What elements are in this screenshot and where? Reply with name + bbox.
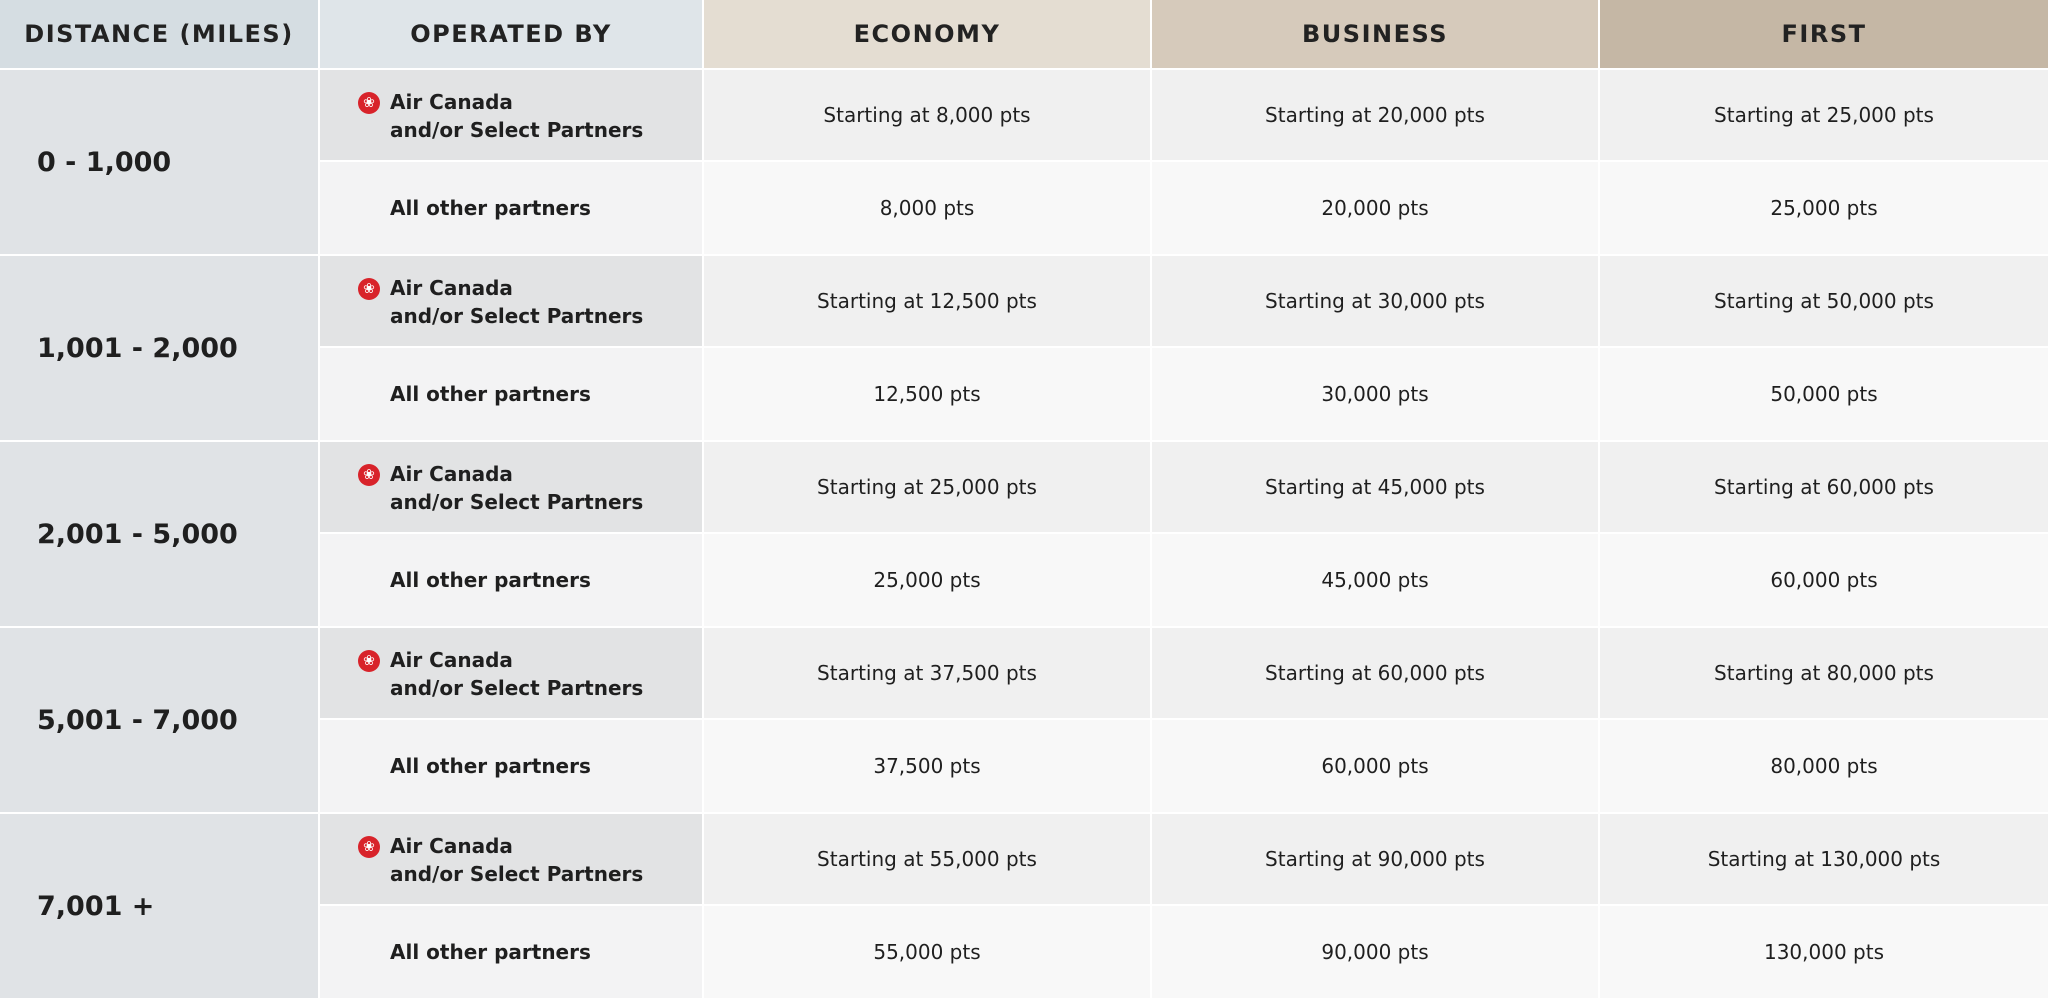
first-price-other: 25,000 pts: [1600, 162, 2048, 254]
air-canada-label: Air Canada and/or Select Partners: [390, 274, 643, 330]
economy-price-other: 25,000 pts: [704, 534, 1150, 626]
distance-cell: 7,001 +: [0, 814, 318, 998]
select-partners-line: and/or Select Partners: [390, 490, 644, 514]
economy-price-other: 37,500 pts: [704, 720, 1150, 812]
maple-leaf-icon: ❀: [358, 464, 380, 486]
distance-cell: 1,001 - 2,000: [0, 256, 318, 440]
first-price-air-canada: Starting at 25,000 pts: [1600, 70, 2048, 160]
economy-price-air-canada: Starting at 37,500 pts: [704, 628, 1150, 718]
header-distance: DISTANCE (MILES): [0, 0, 318, 68]
economy-price-air-canada: Starting at 25,000 pts: [704, 442, 1150, 532]
select-partners-line: and/or Select Partners: [390, 676, 644, 700]
header-business: BUSINESS: [1152, 0, 1598, 68]
distance-cell: 0 - 1,000: [0, 70, 318, 254]
business-price-other: 45,000 pts: [1152, 534, 1598, 626]
operator-air-canada: Air Canada and/or Select Partners ❀: [320, 70, 702, 160]
economy-price-air-canada: Starting at 8,000 pts: [704, 70, 1150, 160]
operator-other-partners: All other partners: [320, 534, 702, 626]
air-canada-label: Air Canada and/or Select Partners: [390, 88, 643, 144]
business-price-air-canada: Starting at 30,000 pts: [1152, 256, 1598, 346]
air-canada-line: Air Canada: [390, 90, 513, 114]
maple-leaf-icon: ❀: [358, 278, 380, 300]
select-partners-line: and/or Select Partners: [390, 862, 644, 886]
maple-leaf-icon: ❀: [358, 92, 380, 114]
distance-cell: 2,001 - 5,000: [0, 442, 318, 626]
business-price-air-canada: Starting at 20,000 pts: [1152, 70, 1598, 160]
select-partners-line: and/or Select Partners: [390, 304, 644, 328]
operator-other-partners: All other partners: [320, 720, 702, 812]
air-canada-label: Air Canada and/or Select Partners: [390, 832, 643, 888]
operator-other-partners: All other partners: [320, 906, 702, 998]
first-price-other: 50,000 pts: [1600, 348, 2048, 440]
maple-leaf-icon: ❀: [358, 836, 380, 858]
operator-air-canada: Air Canada and/or Select Partners ❀: [320, 256, 702, 346]
economy-price-air-canada: Starting at 55,000 pts: [704, 814, 1150, 904]
header-first: FIRST: [1600, 0, 2048, 68]
economy-price-other: 8,000 pts: [704, 162, 1150, 254]
header-operated-by: OPERATED BY: [320, 0, 702, 68]
maple-leaf-icon: ❀: [358, 650, 380, 672]
first-price-air-canada: Starting at 80,000 pts: [1600, 628, 2048, 718]
economy-price-air-canada: Starting at 12,500 pts: [704, 256, 1150, 346]
header-economy: ECONOMY: [704, 0, 1150, 68]
business-price-air-canada: Starting at 60,000 pts: [1152, 628, 1598, 718]
first-price-other: 130,000 pts: [1600, 906, 2048, 998]
air-canada-line: Air Canada: [390, 462, 513, 486]
business-price-other: 60,000 pts: [1152, 720, 1598, 812]
air-canada-label: Air Canada and/or Select Partners: [390, 646, 643, 702]
first-price-air-canada: Starting at 130,000 pts: [1600, 814, 2048, 904]
business-price-air-canada: Starting at 45,000 pts: [1152, 442, 1598, 532]
operator-other-partners: All other partners: [320, 348, 702, 440]
first-price-other: 80,000 pts: [1600, 720, 2048, 812]
distance-cell: 5,001 - 7,000: [0, 628, 318, 812]
first-price-air-canada: Starting at 50,000 pts: [1600, 256, 2048, 346]
air-canada-label: Air Canada and/or Select Partners: [390, 460, 643, 516]
operator-other-partners: All other partners: [320, 162, 702, 254]
business-price-other: 30,000 pts: [1152, 348, 1598, 440]
business-price-other: 90,000 pts: [1152, 906, 1598, 998]
economy-price-other: 12,500 pts: [704, 348, 1150, 440]
operator-air-canada: Air Canada and/or Select Partners ❀: [320, 628, 702, 718]
operator-air-canada: Air Canada and/or Select Partners ❀: [320, 814, 702, 904]
select-partners-line: and/or Select Partners: [390, 118, 644, 142]
first-price-air-canada: Starting at 60,000 pts: [1600, 442, 2048, 532]
air-canada-line: Air Canada: [390, 648, 513, 672]
air-canada-line: Air Canada: [390, 834, 513, 858]
economy-price-other: 55,000 pts: [704, 906, 1150, 998]
business-price-air-canada: Starting at 90,000 pts: [1152, 814, 1598, 904]
first-price-other: 60,000 pts: [1600, 534, 2048, 626]
operator-air-canada: Air Canada and/or Select Partners ❀: [320, 442, 702, 532]
air-canada-line: Air Canada: [390, 276, 513, 300]
business-price-other: 20,000 pts: [1152, 162, 1598, 254]
